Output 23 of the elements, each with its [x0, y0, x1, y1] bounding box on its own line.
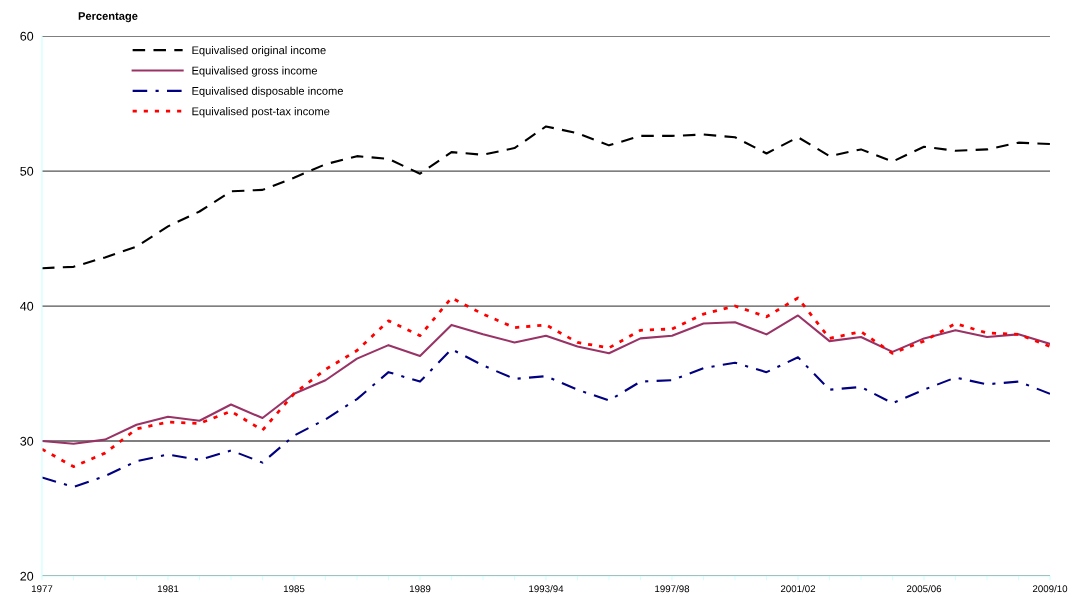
- x-tick-label: 2001/02: [780, 585, 816, 593]
- x-tick-label: 1989: [409, 585, 431, 593]
- legend-label: Equivalised post-tax income: [192, 107, 330, 118]
- x-tick-label: 1985: [283, 585, 305, 593]
- y-tick-label: 30: [20, 436, 34, 446]
- line-series: [42, 314, 1050, 445]
- x-tick-label: 1993/94: [529, 585, 564, 593]
- line-series: [42, 296, 1050, 469]
- x-tick-label: 2005/06: [906, 585, 942, 593]
- legend-label: Equivalised disposable income: [192, 86, 343, 98]
- x-tick-label: 2009/10: [1032, 585, 1068, 593]
- x-tick-label: 1997/98: [655, 585, 690, 593]
- legend-label: Equivalised gross income: [192, 66, 318, 77]
- x-tick-label: 1981: [157, 585, 179, 593]
- y-axis-title: Percentage: [78, 12, 138, 23]
- y-tick-label: 60: [20, 31, 34, 41]
- line-series: [42, 125, 1050, 270]
- y-tick-label: 40: [20, 301, 34, 311]
- y-tick-label: 20: [20, 571, 34, 581]
- line-series: [42, 348, 1050, 488]
- y-tick-label: 50: [20, 166, 34, 176]
- x-tick-label: 1977: [31, 585, 53, 593]
- legend-label: Equivalised original income: [192, 46, 326, 57]
